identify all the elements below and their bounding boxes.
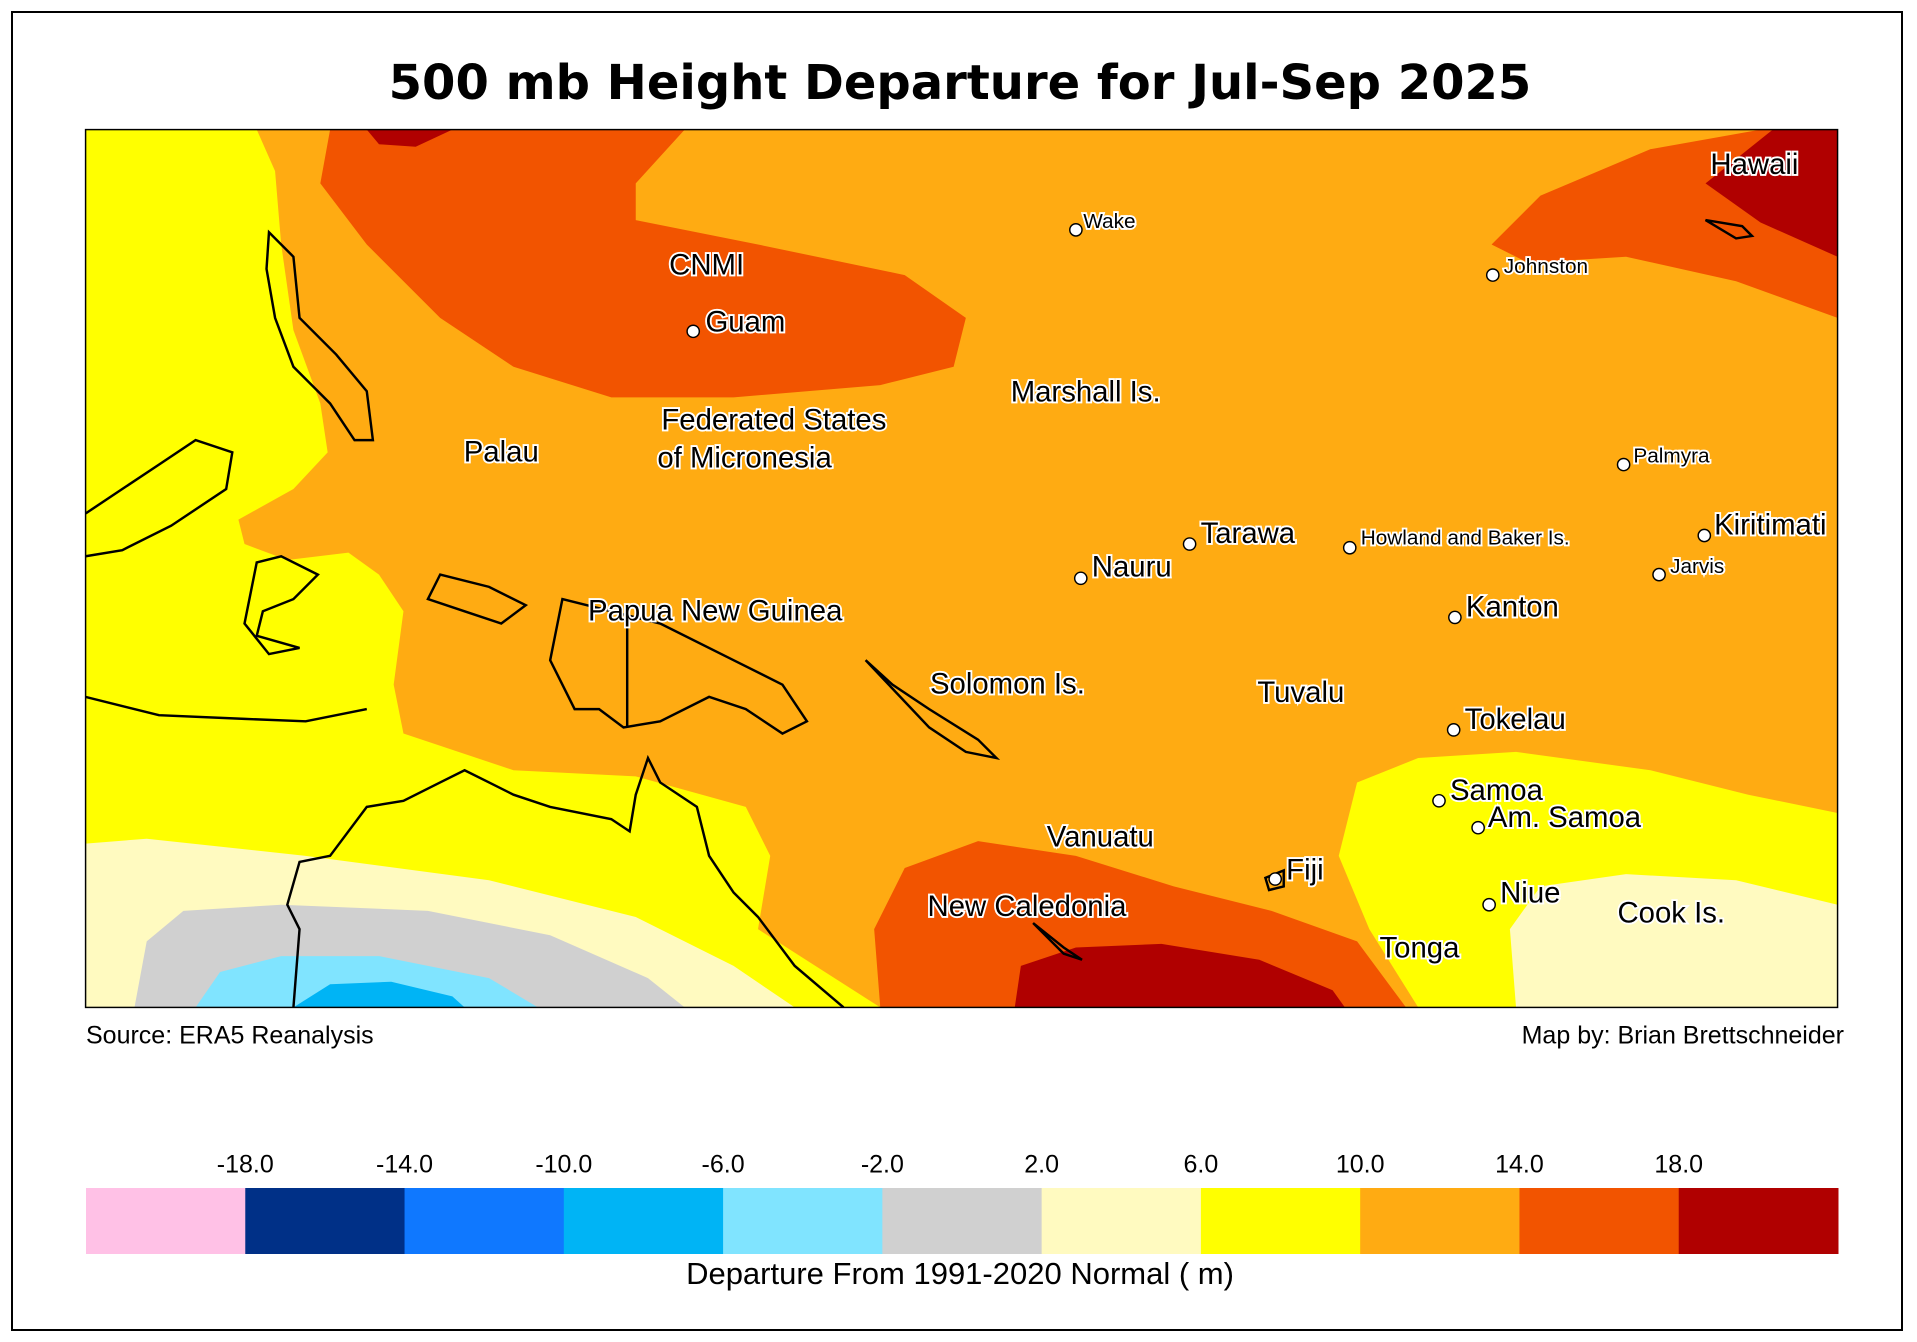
place-label: Hawaii <box>1710 148 1798 181</box>
colorbar-segment <box>1678 1188 1839 1254</box>
place-marker <box>686 324 701 339</box>
colorbar-tick-label: 10.0 <box>1336 1151 1385 1179</box>
place-label: Tokelau <box>1465 703 1566 736</box>
place-label: Wake <box>1083 210 1135 233</box>
place-label: Vanuatu <box>1047 820 1154 853</box>
place-label: of Micronesia <box>657 441 832 474</box>
colorbar-tick-label: -10.0 <box>535 1151 592 1179</box>
contour <box>366 129 453 147</box>
place-label: Cook Is. <box>1618 896 1726 929</box>
colorbar: -18.0 -14.0 -10.0 -6.0 -2.0 2.0 6.0 10.0 14.0 18.… <box>86 1151 1839 1254</box>
colorbar-segment <box>1200 1188 1361 1254</box>
place-marker <box>1697 528 1712 543</box>
map: Hawaii Wake CNMI Guam Johnston Marshall Is. Pa… <box>84 128 1839 1009</box>
place-marker <box>1616 457 1631 472</box>
title: 500 mb Height Departure for Jul-Sep 2025 <box>389 55 1532 111</box>
colorbar-tick-label: -6.0 <box>702 1151 745 1179</box>
place-label: Papua New Guinea <box>588 594 843 627</box>
place-label: Jarvis <box>1670 555 1724 578</box>
place-label: Fiji <box>1286 853 1323 886</box>
colorbar-tick-label: -2.0 <box>861 1151 904 1179</box>
place-label: Tuvalu <box>1257 676 1344 709</box>
place-marker <box>1482 897 1496 912</box>
colorbar-tick-label: -14.0 <box>376 1151 433 1179</box>
contour <box>293 981 465 1008</box>
contour <box>85 129 881 1008</box>
place-marker <box>1448 610 1462 625</box>
colorbar-tick-label: -18.0 <box>217 1151 274 1179</box>
place-label: Tonga <box>1379 932 1460 965</box>
place-label: Guam <box>705 306 785 339</box>
place-label: Marshall Is. <box>1011 375 1161 408</box>
place-marker <box>1182 537 1197 551</box>
colorbar-segment <box>563 1188 724 1254</box>
coastlines <box>85 218 1755 1008</box>
place-label: Palau <box>464 435 539 468</box>
place-label: Samoa <box>1450 774 1544 807</box>
colorbar-segment <box>882 1188 1043 1254</box>
colorbar-tick-label: 2.0 <box>1024 1151 1059 1179</box>
colorbar-segment <box>86 1188 246 1254</box>
place-marker <box>1073 571 1088 586</box>
colorbar-segment <box>245 1188 406 1254</box>
colorbar-tick-label: 6.0 <box>1184 1151 1219 1179</box>
colorbar-segment <box>404 1188 565 1254</box>
place-label: Howland and Baker Is. <box>1361 527 1570 550</box>
source: Source: ERA5 Reanalysis <box>86 1022 374 1050</box>
colorbar-tick-label: 14.0 <box>1495 1151 1544 1179</box>
place-label: Am. Samoa <box>1488 801 1642 834</box>
place-label: CNMI <box>669 248 744 281</box>
contour <box>1509 874 1838 1008</box>
colorbar-segment <box>1360 1188 1520 1254</box>
place-marker <box>1446 723 1461 737</box>
place-label: Kanton <box>1466 591 1559 624</box>
place-label: Nauru <box>1092 550 1172 583</box>
place-label: Johnston <box>1504 255 1588 278</box>
contour <box>1705 129 1838 257</box>
place-marker <box>1652 567 1666 582</box>
colorbar-segment <box>1519 1188 1680 1254</box>
colorbar-label: Departure From 1991-2020 Normal ( m) <box>686 1256 1234 1291</box>
place-label: Tarawa <box>1201 517 1296 550</box>
place-label: Kiritimati <box>1714 509 1826 542</box>
place-label: Niue <box>1500 877 1560 910</box>
colorbar-segment <box>1041 1188 1202 1254</box>
contour <box>1014 943 1345 1008</box>
place-marker <box>1069 223 1083 237</box>
place-label: Federated States <box>661 404 886 437</box>
contour <box>320 129 966 398</box>
place-label: Palmyra <box>1633 445 1710 468</box>
map-frame <box>84 128 1839 1009</box>
place-marker <box>1432 793 1446 808</box>
place-marker <box>1342 540 1357 555</box>
contour <box>195 956 538 1008</box>
colorbar-segment <box>723 1188 883 1254</box>
place-marker <box>1268 872 1283 886</box>
colorbar-tick-label: 18.0 <box>1654 1151 1703 1179</box>
credit: Map by: Brian Brettschneider <box>1522 1022 1844 1050</box>
place-marker <box>1485 268 1500 282</box>
place-marker <box>1471 820 1485 835</box>
place-label: Solomon Is. <box>930 668 1085 701</box>
place-label: New Caledonia <box>928 890 1128 923</box>
